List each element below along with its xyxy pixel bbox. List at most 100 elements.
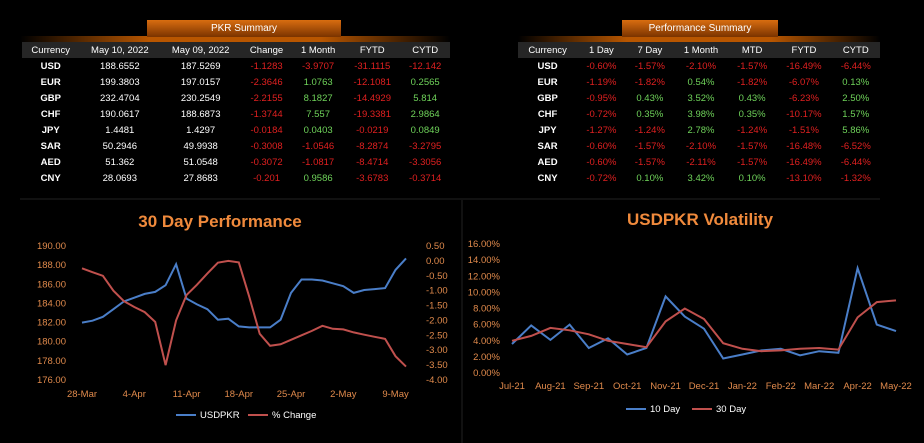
table-cell: -0.201	[253, 172, 281, 184]
table-cell: 50.2946	[102, 140, 137, 152]
table-cell: 2.9864	[410, 108, 440, 120]
pkr-summary-row: AED 51.362 51.0548 -0.3072 -1.0817 -8.4714 -3.…	[22, 154, 450, 170]
y-tick-label: 10.00%	[468, 287, 501, 298]
table-cell: -3.3056	[409, 156, 442, 168]
performance-summary-col-header: CYTD	[831, 42, 880, 58]
performance-summary-row: JPY -1.27% -1.24% 2.78% -1.24% -1.51% 5.86%	[518, 122, 880, 138]
table-cell: -12.142	[409, 60, 442, 72]
currency-code: SAR	[537, 140, 558, 152]
table-cell: -1.0817	[301, 156, 335, 168]
pkr-summary-table: Currency May 10, 2022 May 09, 2022 Change 1 …	[22, 42, 450, 186]
pkr-summary-col-header: Change	[241, 42, 293, 58]
table-cell: 0.0849	[410, 124, 440, 136]
table-cell: -3.6783	[356, 172, 389, 184]
x-tick-label: Dec-21	[689, 381, 720, 392]
y-right-tick-label: -1.00	[426, 286, 448, 297]
y-tick-label: 16.00%	[468, 239, 501, 250]
performance-summary-rule	[518, 36, 880, 42]
x-tick-label: 4-Apr	[123, 389, 146, 400]
y-left-tick-label: 188.00	[37, 260, 66, 271]
table-cell: -31.1115	[354, 60, 391, 72]
performance-summary-title: Performance Summary	[622, 20, 778, 37]
x-tick-label: 28-Mar	[67, 389, 97, 400]
table-cell: 0.2565	[410, 76, 440, 88]
table-cell: 199.3803	[100, 76, 140, 88]
x-tick-label: Jul-21	[499, 381, 525, 392]
table-cell: 188.6552	[100, 60, 140, 72]
x-tick-label: Aug-21	[535, 381, 566, 392]
table-cell: 0.54%	[687, 76, 715, 88]
legend-label: USDPKR	[200, 410, 240, 421]
legend-label: 30 Day	[716, 404, 746, 415]
performance-summary-col-header: 1 Day	[577, 42, 626, 58]
table-cell: -3.2795	[409, 140, 442, 152]
table-cell: -3.9707	[301, 60, 335, 72]
y-tick-label: 14.00%	[468, 255, 501, 266]
y-tick-label: 8.00%	[473, 304, 500, 315]
table-cell: 230.2549	[180, 92, 221, 104]
table-cell: -1.32%	[840, 172, 871, 184]
table-cell: -1.19%	[586, 76, 617, 88]
currency-code: CHF	[40, 108, 61, 120]
pkr-summary-rule	[20, 36, 450, 42]
table-cell: 190.0617	[100, 108, 140, 120]
currency-code: CNY	[40, 172, 61, 184]
table-cell: -6.44%	[840, 156, 871, 168]
x-tick-label: 25-Apr	[277, 389, 306, 400]
table-cell: 2.50%	[842, 92, 870, 104]
x-tick-label: May-22	[880, 381, 912, 392]
x-tick-label: 18-Apr	[225, 389, 254, 400]
pkr-summary-col-header: Currency	[22, 42, 80, 58]
table-cell: -1.27%	[586, 124, 617, 136]
table-cell: -2.2155	[250, 92, 283, 104]
table-cell: 28.0693	[102, 172, 137, 184]
table-cell: 0.9586	[303, 172, 333, 184]
table-cell: -6.07%	[788, 76, 819, 88]
table-cell: 8.1827	[303, 92, 333, 104]
table-cell: 0.10%	[738, 172, 766, 184]
table-cell: 7.557	[306, 108, 330, 120]
table-cell: -1.82%	[737, 76, 768, 88]
chart-title-volatility: USDPKR Volatility	[626, 210, 774, 229]
series-line-30day	[511, 299, 897, 353]
currency-code: EUR	[40, 76, 61, 88]
y-right-tick-label: 0.00	[426, 256, 445, 267]
table-cell: -0.3714	[409, 172, 442, 184]
y-tick-label: 12.00%	[468, 271, 501, 282]
performance-summary-row: CNY -0.72% 0.10% 3.42% 0.10% -13.10% -1.32%	[518, 170, 880, 186]
y-tick-label: 0.00%	[473, 368, 500, 379]
table-cell: -1.24%	[634, 124, 665, 136]
y-left-tick-label: 184.00	[37, 298, 66, 309]
table-cell: 0.35%	[738, 108, 766, 120]
table-cell: 0.43%	[738, 92, 766, 104]
legend-label: 10 Day	[650, 404, 680, 415]
table-cell: 2.78%	[687, 124, 715, 136]
x-tick-label: Feb-22	[766, 381, 796, 392]
currency-code: JPY	[41, 124, 60, 136]
performance-summary-row: GBP -0.95% 0.43% 3.52% 0.43% -6.23% 2.50%	[518, 90, 880, 106]
y-left-tick-label: 186.00	[37, 279, 66, 290]
chart-title-30day: 30 Day Performance	[138, 212, 302, 231]
series-line-change	[81, 259, 407, 368]
y-right-tick-label: -2.50	[426, 330, 448, 341]
table-cell: -1.82%	[634, 76, 665, 88]
performance-summary-row: SAR -0.60% -1.57% -2.10% -1.57% -16.48% -6.52%	[518, 138, 880, 154]
table-cell: -2.11%	[686, 156, 716, 168]
table-cell: 0.35%	[636, 108, 664, 120]
table-cell: -1.57%	[634, 156, 665, 168]
table-cell: 3.42%	[687, 172, 715, 184]
performance-summary-col-header: Currency	[518, 42, 578, 58]
table-cell: 187.5269	[180, 60, 221, 72]
table-cell: -0.3072	[250, 156, 283, 168]
table-cell: 1.57%	[842, 108, 870, 120]
y-right-tick-label: -3.50	[426, 360, 448, 371]
currency-code: CNY	[537, 172, 558, 184]
currency-code: AED	[537, 156, 558, 168]
x-tick-label: Sep-21	[573, 381, 604, 392]
y-left-tick-label: 180.00	[37, 337, 66, 348]
table-cell: -0.72%	[586, 172, 617, 184]
table-cell: 197.0157	[180, 76, 221, 88]
pkr-summary-title: PKR Summary	[147, 20, 341, 37]
table-cell: -1.57%	[634, 140, 665, 152]
